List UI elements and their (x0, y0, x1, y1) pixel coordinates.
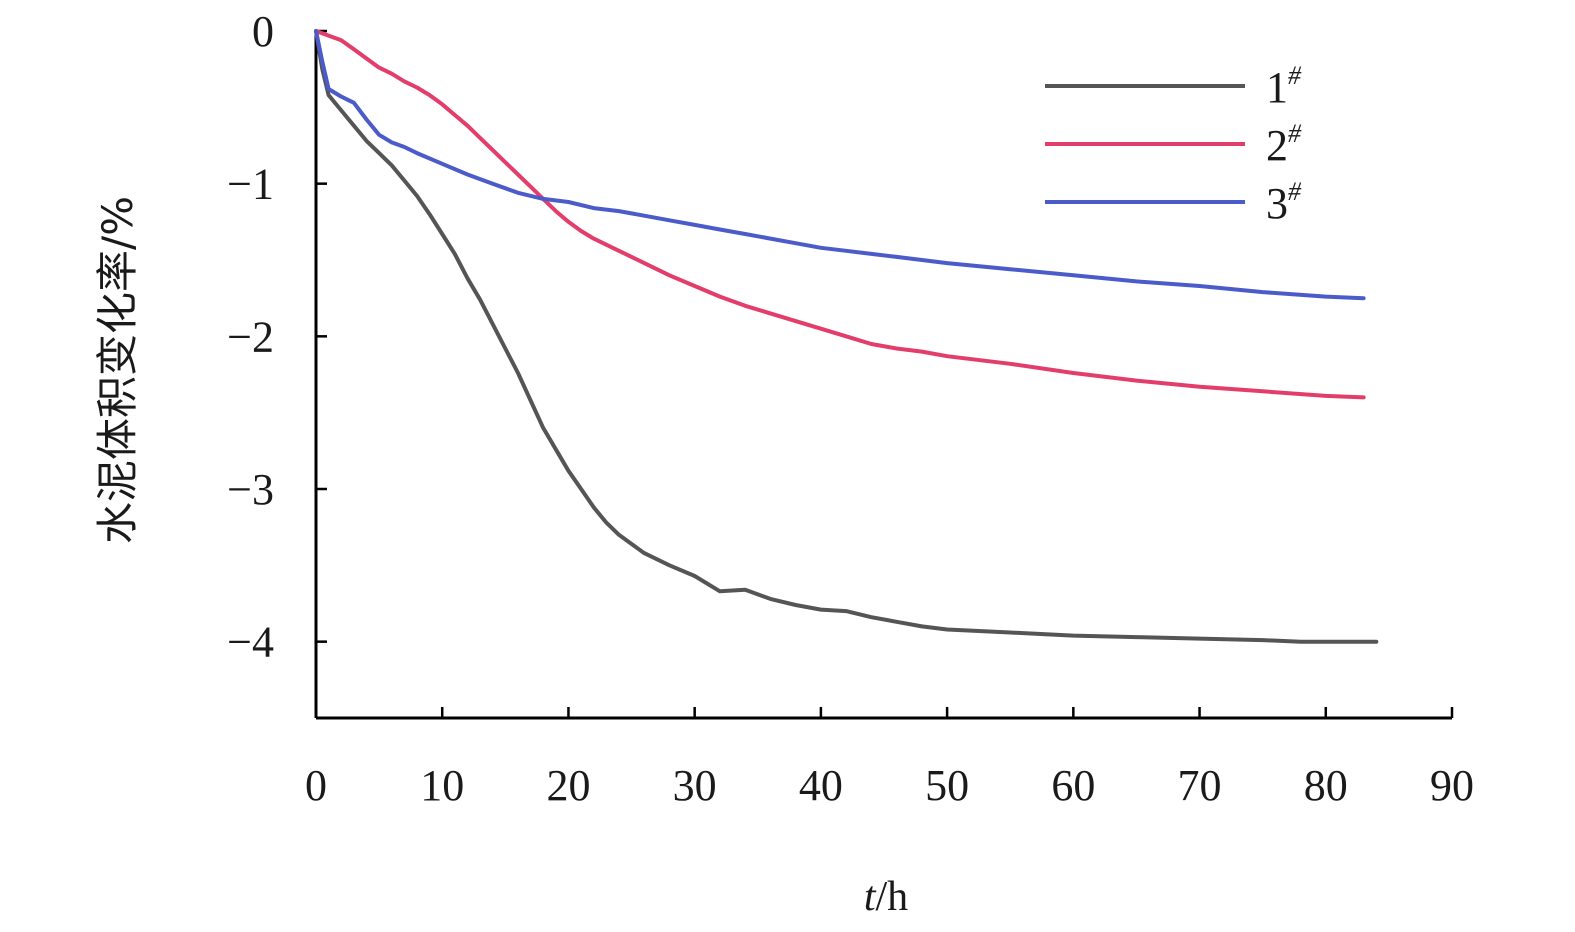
series-layer (314, 29, 1379, 644)
x-tick-label: 60 (1051, 761, 1095, 810)
legend-label-2: 2# (1266, 119, 1302, 170)
series-line-3 (314, 29, 1366, 301)
x-tick-label: 40 (799, 761, 843, 810)
y-tick-label: −1 (227, 160, 274, 209)
series-line-1 (314, 29, 1379, 644)
x-tick-label: 90 (1430, 761, 1474, 810)
x-tick-label: 0 (305, 761, 327, 810)
x-tick-label: 50 (925, 761, 969, 810)
x-tick-label: 70 (1178, 761, 1222, 810)
series-line-2 (314, 29, 1366, 400)
x-axis-title: t/h (864, 874, 908, 920)
x-tick-label: 10 (420, 761, 464, 810)
y-tick-label: −2 (227, 312, 274, 361)
x-axis-variable: t (864, 874, 877, 920)
x-tick-label: 20 (546, 761, 590, 810)
legend-label-3: 3# (1266, 177, 1302, 228)
x-tick-label: 80 (1304, 761, 1348, 810)
x-tick-label: 30 (673, 761, 717, 810)
y-tick-label: −4 (227, 618, 274, 667)
legend-label-1: 1# (1266, 61, 1302, 112)
y-axis-title: 水泥体积变化率/% (93, 196, 142, 544)
axes: 0 10 20 30 40 50 60 70 80 90 0 −1 −2 −3 −4 (227, 7, 1474, 810)
y-tick-label: −3 (227, 465, 274, 514)
y-tick-label: 0 (252, 7, 274, 56)
x-axis-unit: /h (876, 874, 909, 920)
legend: 1# 2# 3# (1045, 61, 1302, 228)
